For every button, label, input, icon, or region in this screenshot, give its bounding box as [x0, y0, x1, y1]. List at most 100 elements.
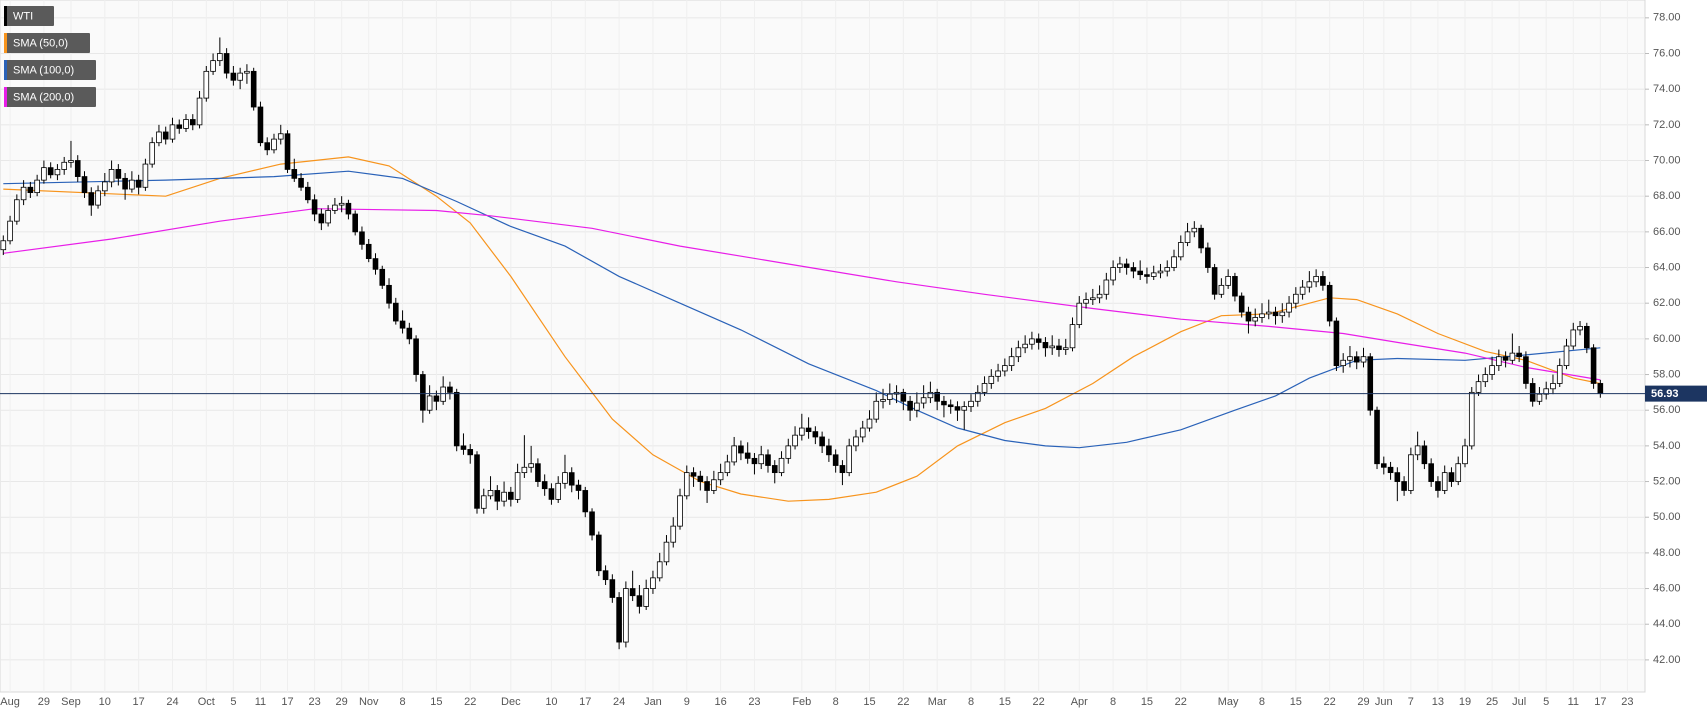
candle-body — [1313, 276, 1319, 283]
candle-body — [826, 445, 832, 456]
candle-body — [54, 169, 61, 176]
candle-body — [846, 445, 852, 474]
candle-body — [832, 454, 839, 466]
x-tick-label: May — [1218, 696, 1239, 708]
candle-body — [203, 70, 210, 99]
x-tick-label: 17 — [579, 696, 591, 708]
x-tick-label: 29 — [38, 696, 50, 708]
candle-body — [1299, 286, 1306, 295]
candle-body — [447, 386, 453, 393]
candle-body — [1035, 338, 1042, 343]
x-tick-label: 11 — [1568, 696, 1579, 708]
y-tick-label: 42.00 — [1653, 654, 1681, 666]
candle-body — [386, 284, 392, 304]
candle-body — [562, 472, 568, 484]
candle-body — [264, 142, 271, 151]
candle-body — [758, 454, 765, 465]
candle-body — [1401, 481, 1407, 491]
candle-body — [1265, 311, 1272, 315]
candle-body — [1069, 324, 1076, 349]
marks — [0, 37, 1604, 650]
x-tick-label: 8 — [833, 696, 839, 708]
candle-body — [853, 436, 859, 447]
candle-body — [596, 534, 602, 572]
candle-body — [1286, 302, 1292, 313]
y-tick-label: 74.00 — [1653, 83, 1681, 95]
candle-body — [1279, 311, 1286, 317]
x-tick-label: Jan — [644, 696, 662, 708]
candle-body — [589, 511, 595, 536]
candle-body — [988, 375, 995, 384]
candle-body — [656, 561, 663, 579]
candle-body — [575, 484, 582, 491]
candle-body — [176, 124, 183, 129]
candle-body — [1435, 481, 1441, 491]
candle-body — [41, 167, 47, 181]
candle-body — [521, 466, 528, 474]
candle-body — [1232, 276, 1238, 297]
candle-body — [223, 53, 230, 74]
candle-body — [839, 465, 846, 474]
candle-body — [74, 160, 81, 177]
candle-body — [907, 400, 913, 411]
candle-body — [981, 383, 988, 393]
y-tick-label: 60.00 — [1653, 333, 1681, 345]
candle-body — [1049, 345, 1056, 349]
candle-body — [1090, 297, 1096, 301]
candle-body — [954, 406, 961, 411]
x-tick-label: Nov — [359, 696, 379, 708]
candle-body — [277, 133, 284, 140]
x-tick-label: Apr — [1071, 696, 1088, 708]
candle-body — [1421, 445, 1428, 465]
sma-line — [3, 170, 1601, 449]
legend-swatch — [4, 6, 7, 26]
candle-body — [115, 169, 122, 179]
candle-body — [7, 220, 13, 242]
candle-body — [1489, 365, 1495, 375]
candle-body — [1556, 365, 1563, 384]
y-tick-label: 54.00 — [1653, 440, 1681, 452]
candle-body — [629, 588, 636, 597]
candle-body — [1130, 267, 1137, 272]
candle-body — [623, 588, 629, 643]
candle-body — [900, 391, 907, 402]
candle-body — [1306, 281, 1313, 288]
candle-body — [873, 400, 880, 420]
candle-body — [1177, 242, 1184, 258]
candle-body — [805, 427, 812, 433]
candle-body — [129, 179, 135, 190]
candle-body — [318, 213, 325, 224]
candle-body — [271, 138, 277, 151]
candle-body — [947, 404, 954, 408]
candle-body — [88, 192, 95, 206]
candle-body — [1008, 356, 1015, 367]
candle-body — [1252, 317, 1259, 322]
candle-body — [663, 541, 670, 563]
candle-body — [210, 60, 216, 72]
x-tick-label: 17 — [133, 696, 145, 708]
x-tick-label: 22 — [1175, 696, 1187, 708]
candle-body — [508, 491, 514, 500]
candle-body — [785, 445, 792, 459]
candle-body — [771, 465, 778, 474]
candle-body — [1137, 270, 1143, 276]
candle-body — [974, 391, 981, 402]
candle-body — [169, 124, 176, 140]
candle-body — [1022, 343, 1028, 349]
candle-body — [1184, 231, 1191, 243]
candle-body — [399, 320, 406, 329]
candle-body — [0, 240, 7, 251]
candle-body — [1353, 356, 1360, 363]
x-tick-label: 15 — [430, 696, 442, 708]
x-tick-label: 17 — [1594, 696, 1606, 708]
candle-body — [1496, 356, 1502, 367]
candle-body — [1076, 302, 1083, 325]
x-tick-label: Jun — [1375, 696, 1393, 708]
candle-body — [1408, 454, 1414, 491]
candle-body — [1441, 472, 1448, 491]
legend-label: SMA (200,0) — [13, 91, 74, 103]
candle-body — [122, 177, 128, 190]
x-tick-label: 23 — [748, 696, 760, 708]
candle-body — [365, 243, 372, 260]
candle-body — [108, 169, 115, 183]
